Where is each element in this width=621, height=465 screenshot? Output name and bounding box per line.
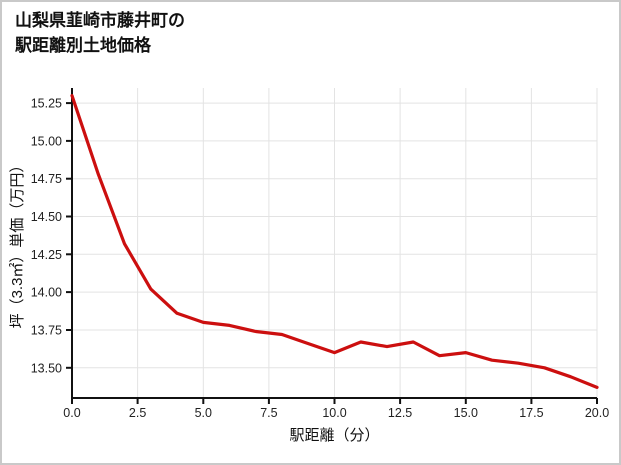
x-tick-label: 2.5 xyxy=(129,406,146,420)
chart-title: 山梨県韮崎市藤井町の 駅距離別土地価格 xyxy=(15,9,185,58)
y-axis-label: 坪（3.3㎡）単価（万円） xyxy=(9,158,26,329)
x-tick-label: 10.0 xyxy=(322,406,346,420)
chart-title-line1: 山梨県韮崎市藤井町の xyxy=(15,11,185,30)
x-tick-label: 20.0 xyxy=(585,406,609,420)
y-tick-label: 14.50 xyxy=(31,210,62,224)
x-tick-label: 15.0 xyxy=(454,406,478,420)
y-tick-label: 13.50 xyxy=(31,361,62,375)
x-axis-label: 駅距離（分） xyxy=(289,426,379,444)
x-tick-label: 7.5 xyxy=(260,406,277,420)
y-tick-label: 14.75 xyxy=(31,172,62,186)
chart-title-line2: 駅距離別土地価格 xyxy=(15,35,151,55)
y-tick-label: 15.00 xyxy=(31,134,62,148)
x-tick-label: 5.0 xyxy=(195,406,212,420)
x-tick-label: 0.0 xyxy=(63,406,80,420)
y-tick-label: 15.25 xyxy=(31,97,62,111)
y-tick-label: 14.25 xyxy=(31,248,62,262)
y-tick-label: 14.00 xyxy=(31,286,62,300)
y-tick-label: 13.75 xyxy=(31,324,62,338)
price-line xyxy=(70,94,599,389)
x-tick-label: 12.5 xyxy=(388,406,412,420)
x-tick-label: 17.5 xyxy=(519,406,543,420)
